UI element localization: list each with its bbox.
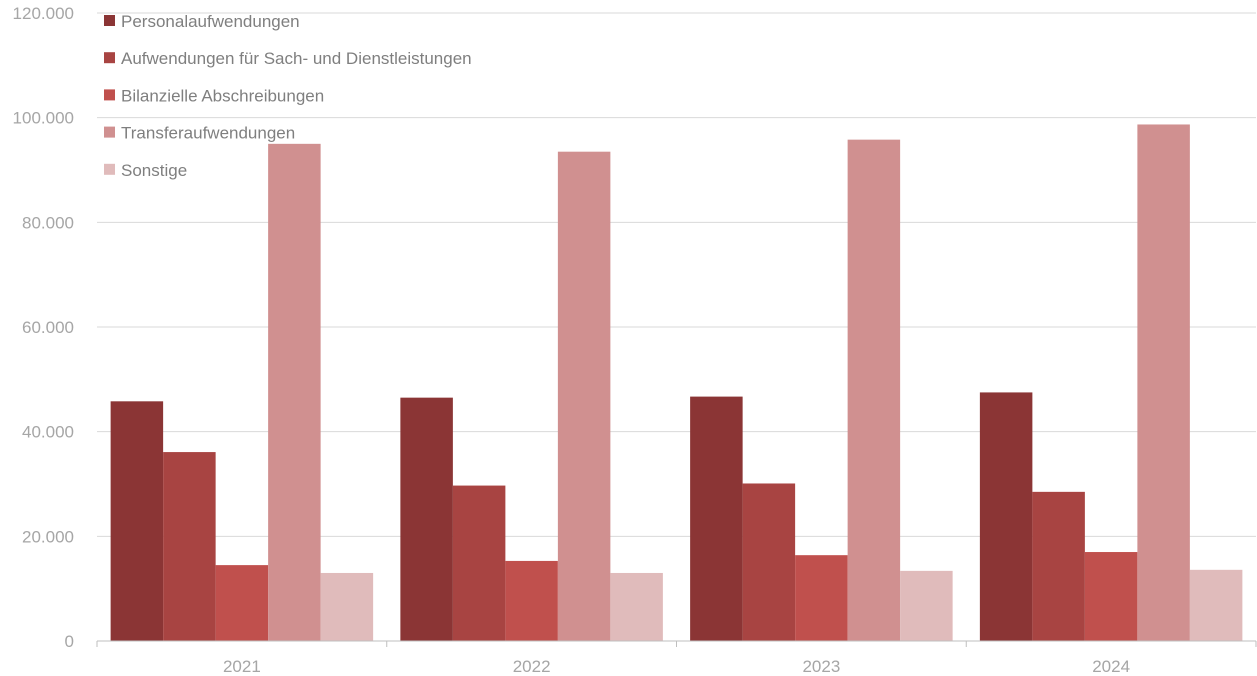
bar bbox=[110, 401, 164, 641]
bar bbox=[400, 397, 453, 641]
y-tick-label: 0 bbox=[65, 632, 74, 651]
bar bbox=[795, 555, 848, 641]
legend-swatch bbox=[104, 52, 115, 64]
bar bbox=[320, 572, 374, 641]
x-tick-label: 2024 bbox=[1092, 657, 1130, 676]
legend-label: Personalaufwendungen bbox=[121, 12, 300, 31]
bar bbox=[690, 396, 743, 641]
bar bbox=[215, 565, 269, 641]
legend-label: Aufwendungen für Sach- und Dienstleistun… bbox=[121, 49, 472, 68]
legend-swatch bbox=[104, 89, 115, 101]
legend-label: Sonstige bbox=[121, 161, 187, 180]
bar bbox=[1189, 569, 1243, 641]
bar bbox=[900, 570, 953, 641]
bar bbox=[268, 143, 321, 642]
legend-swatch bbox=[104, 15, 115, 26]
x-tick-label: 2021 bbox=[223, 657, 261, 676]
bar bbox=[979, 392, 1033, 641]
y-tick-label: 100.000 bbox=[13, 109, 74, 128]
bar bbox=[1084, 552, 1138, 641]
axes: 0 20.000 40.000 60.000 80.000 100.000 120.000 2… bbox=[13, 4, 1257, 676]
legend-swatch bbox=[104, 163, 115, 175]
legend-label: Transferaufwendungen bbox=[121, 124, 295, 143]
bars bbox=[110, 124, 1243, 642]
bar bbox=[505, 560, 558, 641]
legend-label: Bilanzielle Abschreibungen bbox=[121, 86, 324, 105]
y-tick-label: 40.000 bbox=[22, 423, 74, 442]
y-tick-label: 120.000 bbox=[13, 4, 74, 23]
bar bbox=[610, 572, 663, 641]
bar bbox=[452, 485, 506, 641]
bar bbox=[557, 151, 611, 641]
y-tick-label: 20.000 bbox=[22, 527, 74, 546]
legend-swatch bbox=[104, 126, 115, 138]
bar bbox=[742, 483, 796, 641]
legend: Personalaufwendungen Aufwendungen für Sac… bbox=[104, 12, 472, 180]
bar bbox=[1032, 491, 1085, 641]
bar bbox=[847, 139, 901, 641]
y-tick-label: 60.000 bbox=[22, 318, 74, 337]
y-tick-label: 80.000 bbox=[22, 213, 74, 232]
x-tick-label: 2022 bbox=[513, 657, 551, 676]
bar bbox=[163, 452, 216, 641]
x-tick-label: 2023 bbox=[802, 657, 840, 676]
bar bbox=[1137, 124, 1190, 642]
